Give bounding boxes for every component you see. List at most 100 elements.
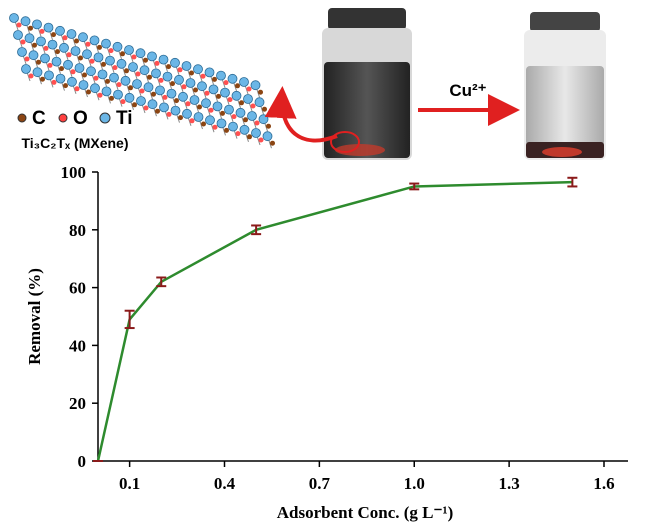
atom	[136, 72, 141, 77]
atom	[144, 106, 149, 111]
atom	[174, 98, 179, 103]
atom	[40, 77, 45, 82]
atom	[45, 71, 54, 80]
ion-label: Cu²⁺	[449, 81, 486, 100]
atom	[94, 76, 99, 81]
atom	[229, 122, 238, 131]
atom	[132, 102, 137, 107]
atom	[240, 78, 249, 87]
atom	[148, 52, 157, 61]
atom	[155, 109, 160, 114]
mxene-lattice	[10, 14, 276, 149]
atom	[232, 114, 237, 119]
atom	[105, 79, 110, 84]
atom	[120, 51, 125, 56]
atom	[91, 84, 100, 93]
atom	[217, 71, 226, 80]
atom	[117, 82, 122, 87]
atom	[59, 66, 64, 71]
atom	[209, 85, 218, 94]
atom	[21, 40, 26, 45]
atom	[33, 20, 42, 29]
atom	[44, 23, 53, 32]
atom	[171, 58, 180, 67]
atom	[44, 46, 49, 51]
atom	[79, 81, 88, 90]
atom	[117, 59, 126, 68]
atom	[163, 72, 172, 81]
atom	[56, 74, 65, 83]
atom	[37, 37, 46, 46]
x-axis-title: Adsorbent Conc. (g L⁻¹)	[277, 503, 454, 522]
atom	[128, 85, 133, 90]
atom	[205, 68, 214, 77]
atom	[228, 74, 237, 83]
atom	[52, 80, 57, 85]
x-tick-label: 1.6	[593, 474, 614, 493]
atom	[221, 88, 230, 97]
atom	[247, 87, 252, 92]
atom	[79, 33, 88, 42]
atom	[144, 83, 153, 92]
atom	[194, 65, 203, 74]
atom	[87, 67, 96, 76]
y-axis-title: Removal (%)	[25, 268, 44, 365]
atom	[147, 75, 152, 80]
atom	[67, 30, 76, 39]
atom	[140, 66, 149, 75]
atom	[25, 57, 30, 62]
atom	[136, 49, 145, 58]
material-label: Ti₃C₂Tₓ (MXene)	[21, 135, 128, 151]
atom	[201, 74, 206, 79]
y-tick-label: 40	[69, 336, 86, 355]
atom	[109, 48, 114, 53]
atom	[252, 129, 261, 138]
atom	[152, 69, 161, 78]
atom	[259, 115, 268, 124]
atom	[78, 56, 83, 61]
atom	[224, 80, 229, 85]
atom	[25, 34, 34, 43]
atom	[94, 53, 103, 62]
atom	[209, 108, 214, 113]
atom	[133, 80, 142, 89]
atom	[186, 79, 195, 88]
atom	[56, 26, 65, 35]
atom	[225, 105, 234, 114]
atom	[251, 81, 260, 90]
atom	[167, 112, 172, 117]
atom	[10, 14, 19, 23]
atom	[106, 56, 115, 65]
atom	[270, 141, 275, 146]
atom	[60, 43, 69, 52]
atom	[178, 115, 183, 120]
atom	[190, 118, 195, 123]
atom	[113, 65, 118, 70]
atom	[171, 106, 180, 115]
atom	[224, 128, 229, 133]
atom	[90, 36, 99, 45]
atom	[75, 64, 84, 73]
atom	[67, 52, 72, 57]
atom-label: Ti	[116, 108, 133, 129]
atom	[228, 97, 233, 102]
atom	[206, 116, 215, 125]
atom	[109, 96, 114, 101]
x-tick-label: 0.4	[214, 474, 236, 493]
atom	[232, 91, 241, 100]
atom	[263, 132, 272, 141]
atom	[101, 62, 106, 67]
atom	[48, 40, 57, 49]
atom	[183, 109, 192, 118]
x-tick-label: 0.1	[119, 474, 140, 493]
atom	[102, 87, 111, 96]
atom	[55, 49, 60, 54]
atom	[248, 112, 257, 121]
atom	[40, 29, 45, 34]
atom	[255, 98, 264, 107]
atom	[110, 73, 119, 82]
atom	[71, 47, 80, 56]
x-tick-label: 1.3	[499, 474, 520, 493]
atom	[240, 125, 249, 134]
y-tick-label: 60	[69, 279, 86, 298]
